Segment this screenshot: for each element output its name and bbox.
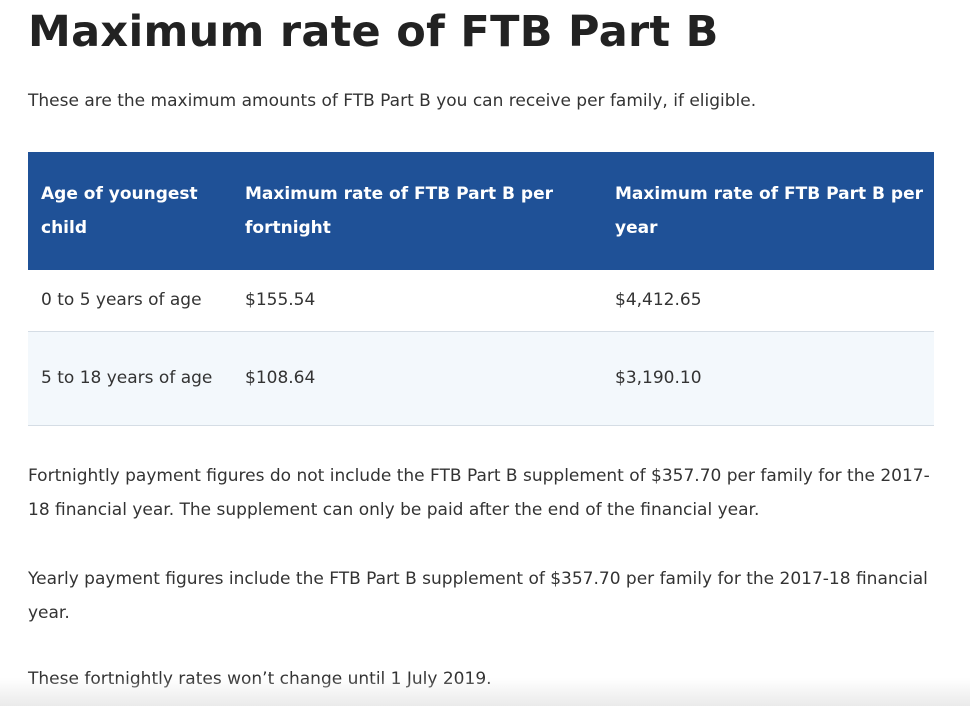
table-row: 0 to 5 years of age $155.54 $4,412.65	[28, 270, 934, 332]
column-header-yearly-rate: Maximum rate of FTB Part B per year	[615, 184, 924, 238]
ftb-rates-table: Age of youngest child Maximum rate of FT…	[28, 152, 934, 426]
cell-yearly-rate: $3,190.10	[602, 331, 934, 426]
column-header-age: Age of youngest child	[41, 184, 198, 238]
main-content: Maximum rate of FTB Part B These are the…	[28, 0, 934, 696]
cell-fortnight-rate: $155.54	[232, 270, 602, 332]
intro-text: These are the maximum amounts of FTB Par…	[28, 91, 757, 111]
cell-age: 0 to 5 years of age	[28, 270, 232, 332]
page-title: Maximum rate of FTB Part B	[28, 7, 719, 57]
cell-fortnight-rate: $108.64	[232, 331, 602, 426]
cell-age: 5 to 18 years of age	[28, 331, 232, 426]
table-header-row: Age of youngest child Maximum rate of FT…	[28, 152, 934, 270]
supplement-note-yearly: Yearly payment figures include the FTB P…	[28, 568, 928, 623]
table-header: Age of youngest child Maximum rate of FT…	[28, 152, 934, 270]
table-row: 5 to 18 years of age $108.64 $3,190.10	[28, 331, 934, 426]
table-body: 0 to 5 years of age $155.54 $4,412.65 5 …	[28, 270, 934, 426]
bottom-scroll-fade	[0, 678, 970, 706]
column-header-fortnight-rate: Maximum rate of FTB Part B per fortnight	[245, 184, 554, 238]
supplement-note-fortnightly: Fortnightly payment figures do not inclu…	[28, 465, 930, 520]
cell-yearly-rate: $4,412.65	[602, 270, 934, 332]
